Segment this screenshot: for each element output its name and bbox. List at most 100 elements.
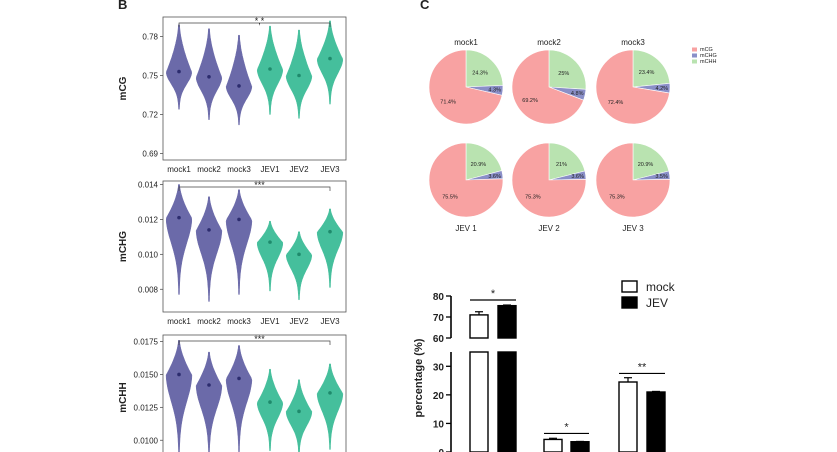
plot-frame [162,334,347,452]
pie-slice-mCHH [465,49,504,88]
median-point-mock3 [237,376,241,381]
x-tick-label-mock2: mock2 [197,317,221,326]
pie-title: JEV 2 [538,224,560,233]
median-point-mock1 [177,215,181,220]
pie-label-mCG: 75.5% [442,195,458,201]
pie-label-mCG: 75.3% [525,194,541,200]
legend-swatch-JEV [621,296,638,309]
x-tick-label-mock3: mock3 [227,317,251,326]
pie-slice-mCG [428,142,504,218]
median-point-mock2 [207,228,211,232]
pie-label-mCG: 75.3% [609,194,625,200]
median-point-mock2 [207,75,211,79]
violin-panels: 0.78 0.75 0.72 0.69 mCG *,* mock1 mock2 mock3 JEV… [118,16,347,452]
median-point-JEV2 [297,252,301,257]
y-tick-label: 70 [433,313,445,324]
pie-title: JEV 1 [455,224,477,233]
pie-label-mCHG: 4.3% [488,88,501,94]
pie-slice-mCG [511,49,584,125]
y-tick-label: 0.0100 [134,436,159,445]
pie-label-mCG: 71.4% [440,99,456,105]
pie-slice-mCHH [548,142,586,181]
significance-label: *,* [255,16,265,26]
legend-swatch-mCHH [692,59,697,64]
pie-label-mCHG: 3.6% [488,174,501,180]
legend-swatch-mCHG [692,53,697,58]
x-tick-label-mock2: mock2 [197,165,221,174]
legend-swatch-mCG [692,47,697,52]
violin-JEV3 [316,208,344,288]
median-point-mock1 [177,69,181,74]
y-tick-label: 0.0125 [134,403,159,412]
pie-label-mCHG: 4.8% [571,91,584,97]
legend-label-mCHH: mCHH [700,59,717,65]
y-tick-label: 0.014 [138,180,159,189]
y-tick-label: 0.75 [142,72,158,81]
violin-JEV3 [316,363,344,450]
y-tick-label: 0.69 [142,150,158,159]
panel-label-c: C [420,0,430,12]
median-point-mock2 [207,383,211,387]
violin-mock1 [165,184,193,295]
pie-label-mCG: 69.2% [522,98,538,104]
x-tick-label-mock1: mock1 [167,317,191,326]
y-tick-label: 80 [433,292,445,303]
significance-bracket [178,22,331,27]
pie-slice-mCG [595,49,670,125]
legend-label-JEV: JEV [646,296,668,310]
violin-mock1 [166,24,192,110]
pie-label-mCHH: 25% [558,71,569,77]
legend-label-mCHG: mCHG [700,53,717,59]
violin-chart-mCG: 0.78 0.75 0.72 0.69 mCG *,* mock1 mock2 mock3 JEV… [118,16,347,174]
pie-mock3: 72.4% 4.2% 23.4% mock3 [595,38,671,125]
bar-mock-lower [469,351,489,452]
pie-JEV2: 75.3% 3.6% 21% JEV 2 [511,142,587,233]
pie-slice-mCHH [632,142,670,181]
median-point-mock3 [237,84,241,88]
y-tick-label: 30 [433,362,445,373]
y-tick-label: 0.010 [138,250,159,259]
pie-label-mCHH: 23.4% [639,70,655,76]
pie-slice-mCG [511,142,587,218]
x-tick-label-JEV3: JEV3 [320,317,340,326]
x-tick-label-JEV1: JEV1 [260,165,280,174]
y-tick-label: 20 [433,391,445,402]
violin-JEV1 [256,220,284,292]
violin-mock3 [225,189,253,295]
pie-label-mCG: 72.4% [608,100,624,106]
y-axis-label: mCG [118,76,129,100]
plot-frame [162,180,347,313]
median-point-JEV2 [297,73,301,78]
median-point-JEV1 [268,67,272,71]
pie-label-mCHH: 20.9% [471,162,487,168]
x-tick-label-JEV3: JEV3 [320,165,340,174]
x-tick-label-JEV1: JEV1 [260,317,280,326]
pie-title: JEV 3 [622,224,644,233]
y-axis-label: mCHH [118,382,129,413]
pie-label-mCHH: 21% [556,162,567,168]
median-point-JEV3 [328,229,332,234]
violin-mock2 [195,28,223,120]
y-axis-label: mCHG [118,231,129,262]
bar-legend: mock JEV [621,280,676,310]
pie-title: mock2 [537,38,561,47]
panel-label-b: B [118,0,127,12]
significance-bracket [178,340,331,345]
bar-JEV [570,441,590,452]
x-tick-label-mock1: mock1 [167,165,191,174]
y-tick-label: 10 [433,419,445,430]
violin-mock3 [225,345,253,452]
violin-JEV2 [285,379,313,452]
violin-mock1 [165,340,193,452]
median-point-mock1 [177,372,181,377]
pie-label-mCHG: 3.6% [571,174,584,180]
bar-mock [543,438,563,452]
pie-slice-mCHH [465,142,503,181]
median-point-JEV1 [268,240,272,244]
significance-label: * [491,288,496,300]
pie-label-mCHH: 24.3% [472,70,488,76]
pie-label-mCHH: 20.9% [638,162,654,168]
pie-slice-mCHH [632,49,671,88]
violin-JEV2 [285,231,313,301]
